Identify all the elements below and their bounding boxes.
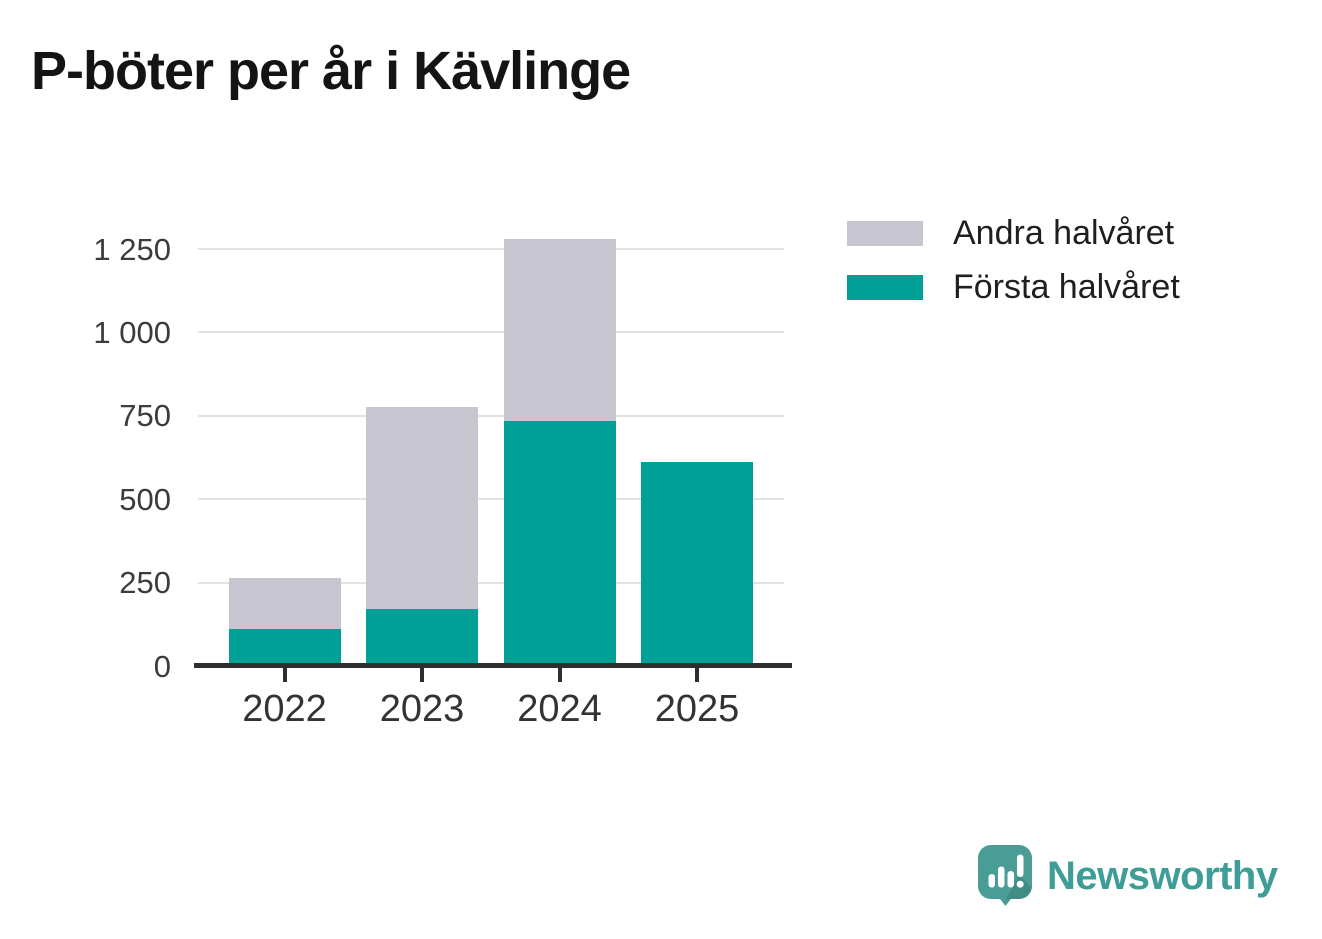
y-tick-label-1250: 1 250 — [93, 231, 171, 267]
legend-row-0: Andra halvåret — [847, 214, 1180, 252]
x-axis-line — [194, 663, 792, 668]
legend-label-1: Första halvåret — [953, 268, 1180, 306]
legend-swatch-1 — [847, 275, 923, 300]
y-tick-label-750: 750 — [119, 398, 171, 434]
chart-title: P-böter per år i Kävlinge — [31, 41, 631, 101]
gridline-500 — [198, 498, 784, 501]
y-tick-label-0: 0 — [153, 648, 171, 684]
gridline-1250 — [198, 248, 784, 250]
bar-2022-forsta-halvaret — [228, 629, 341, 666]
newsworthy-logo-icon — [978, 845, 1032, 906]
gridline-1000 — [198, 331, 784, 334]
bar-2024-forsta-halvaret — [503, 420, 616, 666]
x-tick-2024 — [557, 668, 562, 682]
x-tick-label-2022: 2022 — [242, 688, 327, 730]
gridline-750 — [198, 414, 784, 417]
newsworthy-wordmark: Newsworthy — [1047, 853, 1278, 898]
logo-bar-chart-glyph — [988, 854, 1024, 888]
y-tick-label-250: 250 — [119, 565, 171, 601]
x-tick-label-2023: 2023 — [379, 688, 465, 730]
gridline-250 — [198, 581, 784, 584]
x-tick-label-2024: 2024 — [517, 688, 602, 730]
x-tick-2023 — [420, 668, 424, 682]
legend-label-0: Andra halvåret — [953, 214, 1175, 252]
bar-2023-forsta-halvaret — [366, 609, 478, 666]
legend-swatch-0 — [847, 221, 923, 246]
branding: Newsworthy — [978, 845, 1278, 907]
x-tick-2022 — [282, 668, 287, 682]
bar-2023-andra-halvaret — [366, 407, 478, 610]
bar-2025-forsta-halvaret — [641, 461, 753, 666]
y-tick-label-500: 500 — [119, 481, 171, 517]
logo-bubble-tail — [997, 895, 1014, 906]
y-tick-label-1000: 1 000 — [93, 314, 171, 350]
legend-row-1: Första halvåret — [847, 268, 1180, 306]
bar-2022-andra-halvaret — [228, 577, 341, 630]
bar-2024-andra-halvaret — [503, 238, 616, 421]
x-tick-2025 — [695, 668, 699, 682]
x-tick-label-2025: 2025 — [654, 688, 740, 730]
legend: Andra halvåret Första halvåret — [847, 214, 1180, 329]
